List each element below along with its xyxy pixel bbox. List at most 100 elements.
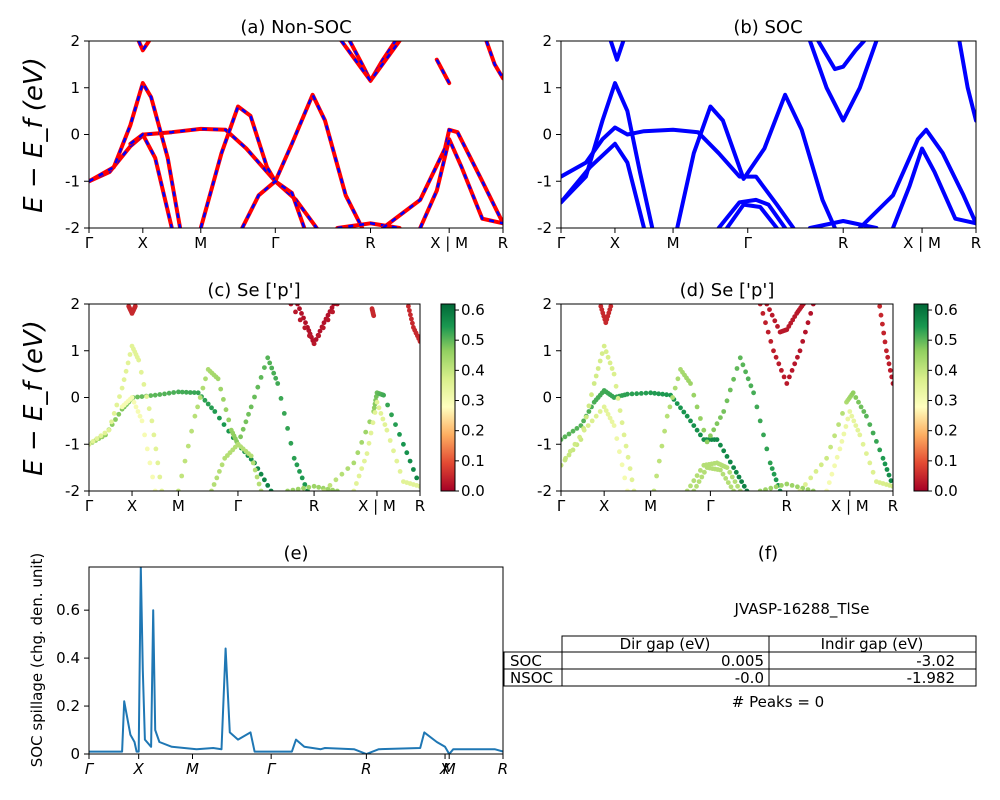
band-3-point [731, 376, 736, 382]
band-7-point [803, 482, 808, 487]
xtick-label: X [610, 234, 620, 252]
band-1-point [127, 352, 133, 357]
band-0-point [176, 389, 181, 395]
band-9-point [330, 309, 335, 315]
band-5-point [723, 476, 729, 481]
band-10-point [797, 348, 803, 354]
band-1-point [603, 349, 609, 355]
band-8-point [834, 454, 840, 460]
xtick-label: Γ [85, 497, 94, 515]
band-2-point [142, 432, 148, 438]
title-b: (b) SOC [733, 17, 802, 38]
band-12-point [882, 339, 888, 345]
band-10-point [810, 304, 816, 307]
colorbar-tick-label: 0.5 [934, 331, 958, 349]
xtick-label: R [309, 497, 319, 515]
band-0-point [217, 415, 222, 421]
band-1-point [109, 419, 114, 425]
band-7-point [351, 488, 357, 491]
band-2-point [605, 411, 611, 417]
ytick-label: 0 [542, 389, 552, 407]
band-8-point [824, 488, 829, 491]
gap-table: Dir gap (eV) Indir gap (eV) SOC 0.005 -3… [503, 635, 977, 687]
band-7-point [380, 416, 386, 422]
band-3-point [718, 415, 723, 420]
band-0-point [113, 417, 118, 422]
band-2-point [577, 434, 582, 440]
band-10-point [792, 361, 798, 367]
band-0-point [656, 391, 661, 397]
band-3-point [675, 376, 681, 382]
band-12-point [877, 304, 883, 309]
band-0-point [739, 479, 744, 484]
band-7-point [853, 395, 859, 400]
band-7-point [387, 438, 393, 443]
xtick-label: R [365, 234, 375, 252]
band-4-point [698, 468, 703, 473]
xtick-label: R [361, 760, 371, 778]
band-4-point [256, 481, 262, 487]
band-7-point [874, 439, 879, 444]
band-3-point [659, 443, 665, 449]
band-3-point [714, 421, 720, 427]
band-3-point [670, 395, 675, 400]
band-9-point [288, 304, 294, 307]
band-0-point [678, 405, 683, 411]
band-5-point [301, 485, 306, 491]
band-6-point [404, 450, 410, 456]
colorbar-tick-label: 0.3 [934, 392, 958, 410]
band-4-point [694, 473, 700, 478]
band-8-point [829, 471, 835, 477]
band-8-point [849, 413, 855, 419]
band-7-point [397, 469, 403, 474]
band-12-point [890, 381, 893, 386]
band-3-point [269, 365, 275, 371]
band-2-point [129, 395, 135, 400]
plot-c-se-p: -2 -1 0 1 2 Γ X M Γ R X | M R [65, 295, 425, 515]
band-4-point [250, 460, 256, 466]
band-9-point [293, 309, 298, 315]
band-1-point [149, 418, 155, 424]
band-1-point [114, 402, 120, 408]
plot-b-data [561, 41, 976, 228]
ytick-label: -2 [65, 219, 80, 237]
band-dash-12 [137, 41, 151, 53]
band-5-point [311, 483, 317, 489]
band-2-point [593, 413, 599, 419]
band-7-point [870, 430, 876, 436]
band-6-point [401, 441, 406, 447]
band-dash-2 [129, 132, 174, 228]
plot-e-frame [88, 566, 504, 755]
band-3-point [761, 432, 766, 438]
xtick-label: M [667, 234, 680, 252]
band-1-point [106, 427, 112, 433]
band-3-point [197, 395, 203, 400]
band-3-point [192, 413, 198, 419]
band-5-point [691, 488, 697, 491]
band-1-point [607, 360, 613, 366]
band-2-point [147, 460, 153, 466]
band-2-point [137, 413, 143, 419]
ytick-label: 2 [542, 32, 552, 50]
band-0-point [688, 418, 693, 424]
band-0-point [694, 427, 700, 433]
band-0-point [698, 432, 703, 438]
band-1-point [117, 394, 122, 399]
xtick-label: Γ [271, 234, 280, 252]
ytick-label: 1 [70, 79, 80, 97]
xtick-label: X | M [358, 497, 396, 515]
band-3-point [698, 416, 703, 421]
band-11-point [408, 312, 413, 318]
xtick-label: X [127, 497, 137, 515]
title-a: (a) Non-SOC [240, 17, 351, 38]
band-1-point [151, 432, 157, 438]
band-6-point [339, 471, 345, 477]
band-2-point [572, 441, 578, 447]
band-3-point [302, 482, 308, 487]
band-0-point [202, 397, 208, 403]
band-2-point [144, 446, 150, 452]
band-7-point [370, 420, 376, 426]
band-line-8 [891, 146, 976, 228]
band-0-point [135, 394, 140, 400]
band-3-point [651, 488, 657, 491]
